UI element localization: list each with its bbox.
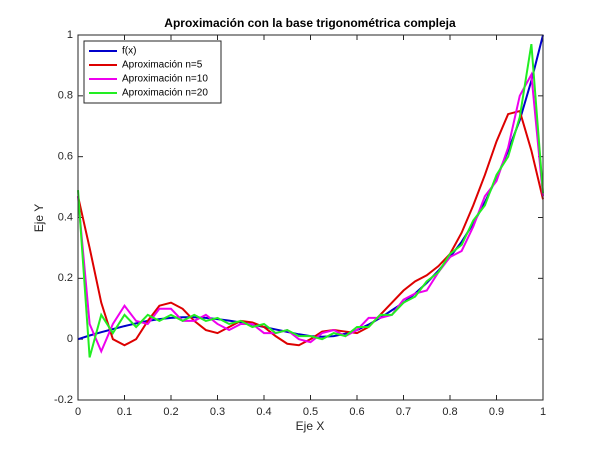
series-line [77, 109, 544, 347]
y-tick-label: 1 [67, 29, 73, 41]
legend: f(x) Aproximación n=5 Aproximación n=10 Apr… [83, 40, 222, 104]
y-tick-label: 0.4 [58, 211, 73, 223]
y-tick-label: 0.6 [58, 151, 73, 163]
x-tick-label: 0.1 [117, 406, 132, 418]
y-tick-label: 0 [67, 333, 73, 345]
x-tick-label: 0.7 [396, 406, 411, 418]
chart-title: Aproximación con la base trigonométrica … [164, 16, 456, 30]
x-tick-label: 0.6 [349, 406, 364, 418]
y-tick-label: 0.8 [58, 90, 73, 102]
x-tick-label: 0.9 [489, 406, 504, 418]
axes-box [77, 34, 544, 401]
legend-label: Aproximación n=20 [122, 88, 208, 99]
legend-label: Aproximación n=5 [122, 60, 203, 71]
x-tick-label: 1 [540, 406, 546, 418]
y-tick-label: 0.2 [58, 272, 73, 284]
y-axis-label: Eje Y [32, 204, 46, 232]
legend-label: f(x) [122, 46, 136, 57]
series-line [77, 43, 544, 358]
x-tick-label: 0.3 [210, 406, 225, 418]
legend-label: Aproximación n=10 [122, 74, 208, 85]
series-line [77, 71, 544, 354]
y-tick-label: -0.2 [54, 394, 73, 406]
x-tick-label: 0.2 [163, 406, 178, 418]
x-tick-label: 0.4 [256, 406, 271, 418]
x-tick-label: 0 [75, 406, 81, 418]
x-tick-label: 0.8 [442, 406, 457, 418]
x-tick-label: 0.5 [303, 406, 318, 418]
x-axis-label: Eje X [296, 419, 325, 433]
